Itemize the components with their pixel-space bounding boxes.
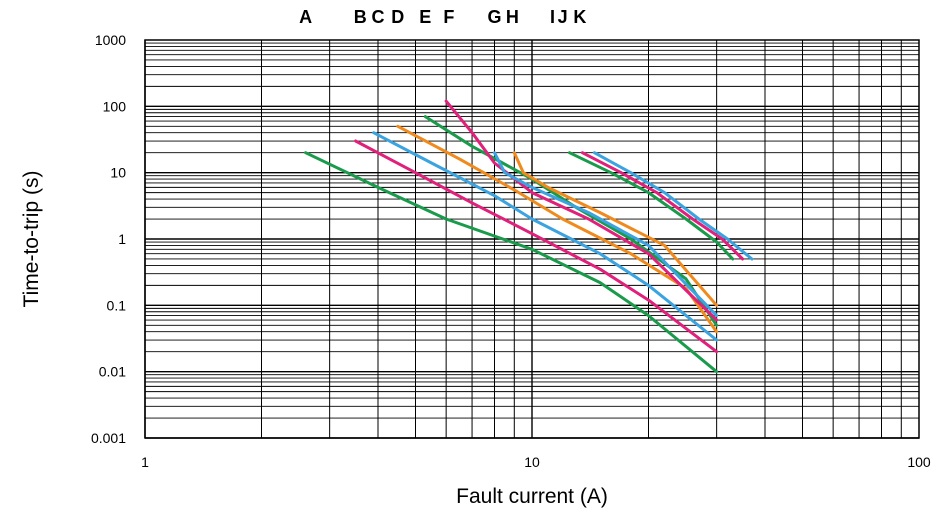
trip-curve (568, 151, 735, 261)
curve-letter: J (558, 7, 568, 27)
curve-letter: C (371, 7, 384, 27)
curves (304, 99, 754, 374)
x-tick-label: 100 (907, 454, 931, 470)
curve-letter: G (487, 7, 501, 27)
y-tick-label: 0.01 (99, 364, 126, 380)
y-tick-label: 1000 (95, 32, 126, 48)
curve-letter: D (391, 7, 404, 27)
y-tick-label: 1 (118, 231, 126, 247)
curve-letter: K (573, 7, 586, 27)
trip-curve (354, 139, 719, 354)
plot-border (144, 39, 920, 439)
x-tick-labels: 1 10 100 (141, 454, 931, 470)
y-axis-title: Time-to-trip (s) (20, 171, 43, 308)
y-tick-labels: 0.001 0.01 0.1 1 10 100 1000 (91, 32, 126, 446)
curve-letter: A (299, 7, 312, 27)
trip-curve (493, 151, 719, 318)
trip-curve (372, 131, 719, 342)
curve-letter: H (506, 7, 519, 27)
trip-curve (592, 151, 754, 261)
trip-curve (304, 151, 719, 374)
trip-curve (512, 151, 719, 307)
curve-letter: B (354, 7, 367, 27)
x-tick-label: 10 (524, 454, 540, 470)
trip-curve (444, 99, 719, 322)
y-tick-label: 0.001 (91, 430, 126, 446)
x-tick-label: 1 (141, 454, 149, 470)
y-tick-label: 10 (110, 165, 126, 181)
grid (144, 40, 919, 439)
x-axis-title: Fault current (A) (456, 485, 608, 508)
y-tick-label: 100 (103, 98, 127, 114)
curve-letter: I (550, 7, 555, 27)
y-tick-label: 0.1 (107, 297, 127, 313)
curve-letter: F (443, 7, 454, 27)
curve-letter: E (419, 7, 431, 27)
trip-curve (580, 151, 745, 261)
